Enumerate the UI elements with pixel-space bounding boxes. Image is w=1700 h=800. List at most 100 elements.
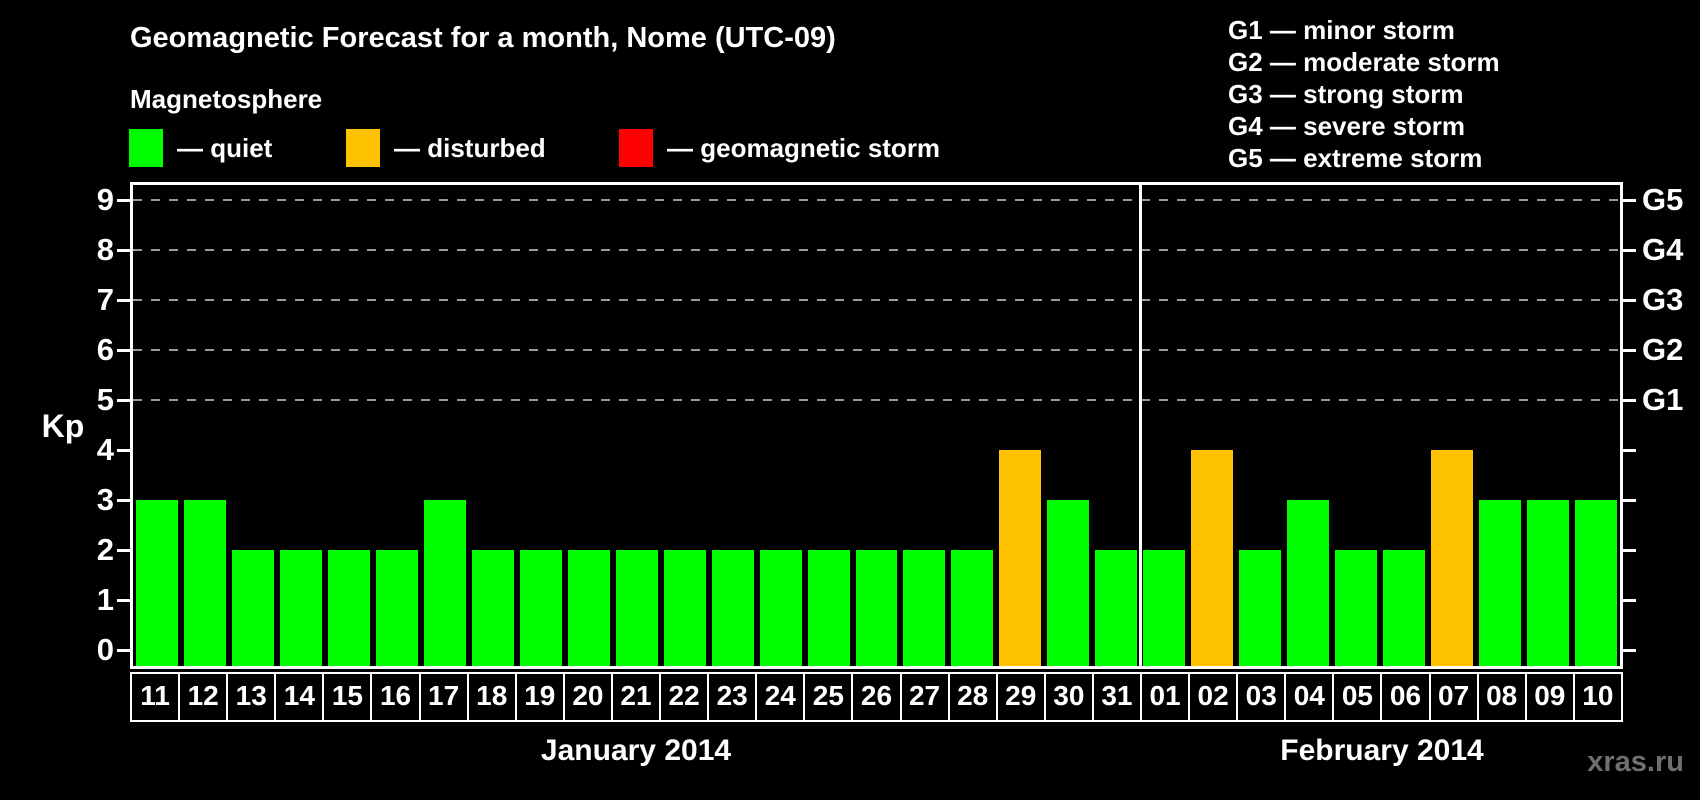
disturbed-color-swatch xyxy=(346,129,380,167)
kp-bar-23 xyxy=(711,550,754,666)
kp-bar-15 xyxy=(327,550,370,666)
kp-bar-18 xyxy=(471,550,514,666)
left-tick-8 xyxy=(117,248,130,252)
gridline-kp5 xyxy=(133,399,1620,401)
kp-bar-07 xyxy=(1431,450,1474,666)
legend-item-quiet: — quiet xyxy=(129,128,272,168)
right-tick-8 xyxy=(1623,248,1636,252)
day-label-30: 30 xyxy=(1043,672,1094,722)
gridline-kp8 xyxy=(133,249,1620,251)
y-tick-label-3: 3 xyxy=(96,482,114,517)
kp-bar-19 xyxy=(519,550,562,666)
quiet-color-swatch xyxy=(129,129,163,167)
month-separator xyxy=(1138,185,1142,666)
kp-bar-04 xyxy=(1287,500,1330,666)
y-tick-label-8: 8 xyxy=(96,232,114,267)
day-label-26: 26 xyxy=(851,672,902,722)
day-label-02: 02 xyxy=(1188,672,1239,722)
day-label-04: 04 xyxy=(1284,672,1335,722)
day-label-08: 08 xyxy=(1476,672,1527,722)
gridline-kp7 xyxy=(133,299,1620,301)
legend-item-disturbed: — disturbed xyxy=(346,128,546,168)
right-tick-3 xyxy=(1623,498,1636,502)
legend-label-quiet: — quiet xyxy=(177,132,273,163)
kp-bar-20 xyxy=(567,550,610,666)
left-tick-2 xyxy=(117,548,130,552)
day-label-19: 19 xyxy=(514,672,565,722)
gridline-kp6 xyxy=(133,349,1620,351)
kp-bar-13 xyxy=(231,550,274,666)
right-tick-7 xyxy=(1623,298,1636,302)
left-tick-4 xyxy=(117,448,130,452)
left-tick-1 xyxy=(117,598,130,602)
left-tick-9 xyxy=(117,198,130,202)
day-label-10: 10 xyxy=(1572,672,1623,722)
right-axis-label-g2: G2 xyxy=(1642,332,1684,367)
magnetosphere-legend-heading: Magnetosphere xyxy=(130,84,323,114)
left-tick-6 xyxy=(117,348,130,352)
y-axis-title: Kp xyxy=(41,408,85,444)
day-label-31: 31 xyxy=(1091,672,1142,722)
month-label-february: February 2014 xyxy=(1280,734,1484,767)
legend-item-storm: — geomagnetic storm xyxy=(619,128,940,168)
kp-bar-01 xyxy=(1143,550,1186,666)
day-label-06: 06 xyxy=(1380,672,1431,722)
kp-bar-31 xyxy=(1095,550,1138,666)
right-tick-2 xyxy=(1623,548,1636,552)
legend-label-storm: — geomagnetic storm xyxy=(667,132,941,163)
kp-bar-27 xyxy=(903,550,946,666)
kp-bar-26 xyxy=(855,550,898,666)
right-axis-label-g5: G5 xyxy=(1642,182,1684,217)
kp-bar-22 xyxy=(663,550,706,666)
day-label-11: 11 xyxy=(130,672,181,722)
right-axis-label-g3: G3 xyxy=(1642,282,1684,317)
right-tick-1 xyxy=(1623,598,1636,602)
right-axis-label-g4: G4 xyxy=(1642,232,1684,267)
plot-area xyxy=(130,182,1623,669)
day-label-23: 23 xyxy=(707,672,758,722)
left-tick-3 xyxy=(117,498,130,502)
day-label-20: 20 xyxy=(562,672,613,722)
kp-bar-21 xyxy=(615,550,658,666)
right-tick-0 xyxy=(1623,648,1636,652)
day-label-29: 29 xyxy=(995,672,1046,722)
day-label-18: 18 xyxy=(466,672,517,722)
kp-bar-08 xyxy=(1479,500,1522,666)
kp-bar-24 xyxy=(759,550,802,666)
storm-scale-line-g5: G5 — extreme storm xyxy=(1228,143,1483,173)
y-tick-label-7: 7 xyxy=(96,282,114,317)
day-label-24: 24 xyxy=(755,672,806,722)
storm-scale-line-g2: G2 — moderate storm xyxy=(1228,47,1500,77)
watermark: xras.ru xyxy=(1587,746,1684,778)
kp-bar-28 xyxy=(951,550,994,666)
y-tick-label-6: 6 xyxy=(96,332,114,367)
kp-bar-14 xyxy=(279,550,322,666)
kp-bar-10 xyxy=(1575,500,1617,666)
gridline-kp9 xyxy=(133,199,1620,201)
day-label-13: 13 xyxy=(226,672,277,722)
day-label-12: 12 xyxy=(178,672,229,722)
day-label-15: 15 xyxy=(322,672,373,722)
storm-scale-legend: G1 — minor storm G2 — moderate storm G3 — … xyxy=(1228,14,1500,174)
kp-bar-12 xyxy=(183,500,226,666)
right-tick-9 xyxy=(1623,198,1636,202)
y-tick-label-0: 0 xyxy=(96,632,114,667)
kp-bar-17 xyxy=(423,500,466,666)
kp-bar-29 xyxy=(999,450,1042,666)
left-tick-7 xyxy=(117,298,130,302)
day-label-28: 28 xyxy=(947,672,998,722)
right-tick-6 xyxy=(1623,348,1636,352)
day-label-27: 27 xyxy=(899,672,950,722)
legend-label-disturbed: — disturbed xyxy=(394,132,546,163)
day-label-17: 17 xyxy=(418,672,469,722)
storm-scale-line-g4: G4 — severe storm xyxy=(1228,111,1466,141)
day-label-21: 21 xyxy=(610,672,662,722)
storm-color-swatch xyxy=(619,129,653,167)
page-title: Geomagnetic Forecast for a month, Nome (… xyxy=(130,22,836,54)
right-tick-5 xyxy=(1623,398,1636,402)
kp-bar-06 xyxy=(1383,550,1426,666)
left-tick-5 xyxy=(117,398,130,402)
y-tick-label-2: 2 xyxy=(96,532,114,567)
kp-bar-09 xyxy=(1527,500,1570,666)
